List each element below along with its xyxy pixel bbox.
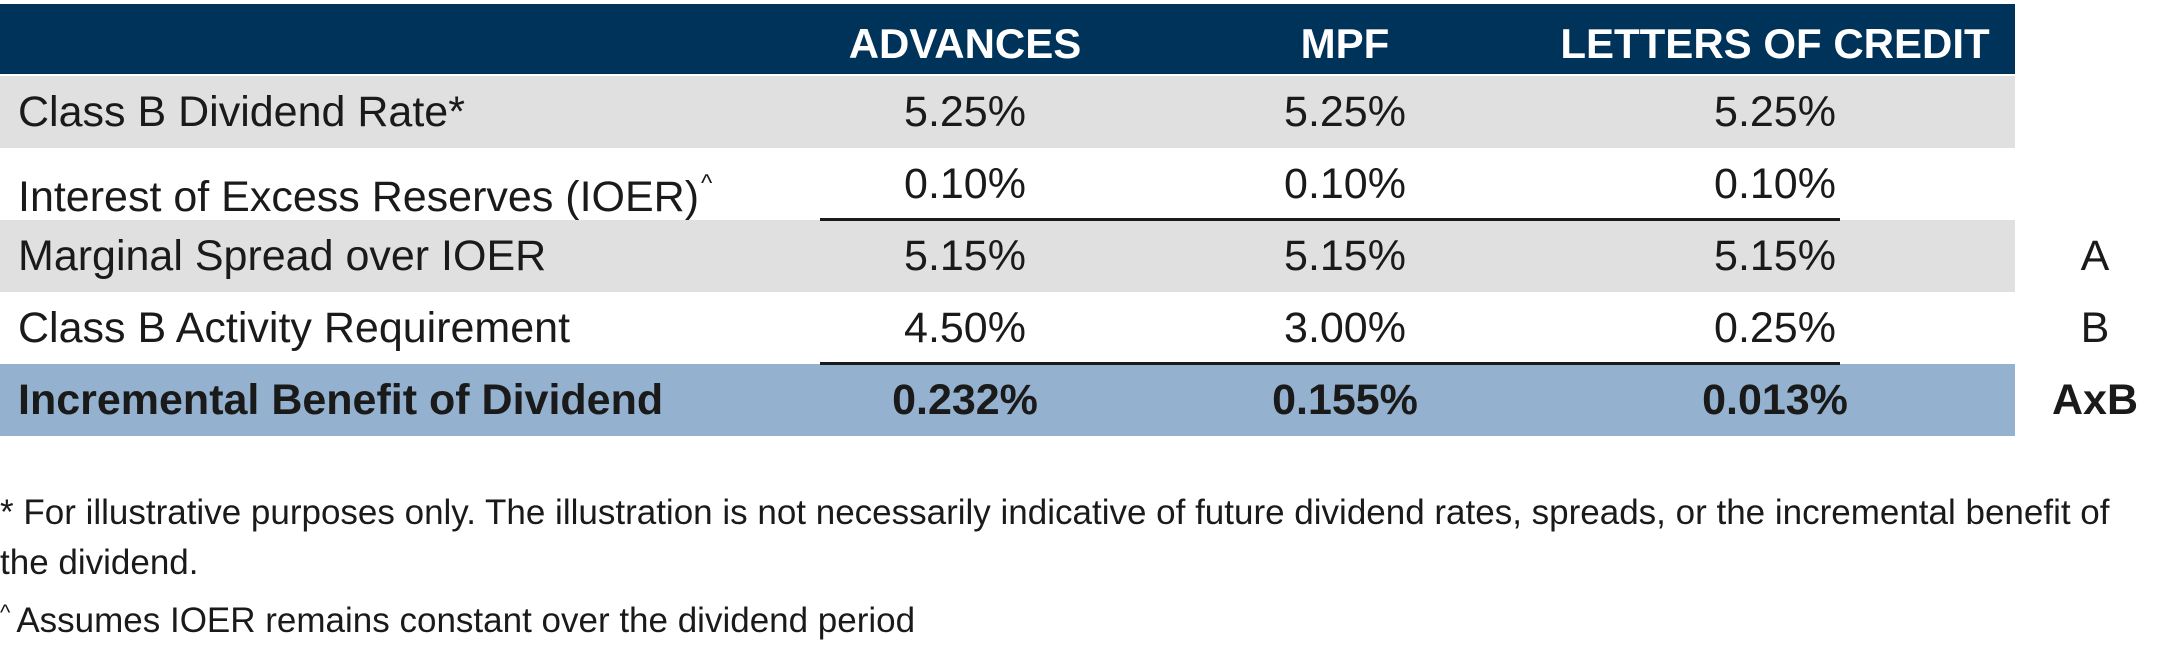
row-label: Incremental Benefit of Dividend <box>18 376 664 424</box>
dividend-benefit-table: ADVANCES MPF LETTERS OF CREDIT Class B D… <box>0 4 2184 436</box>
advances-value: 5.25% <box>904 88 1026 136</box>
header-mpf: MPF <box>1300 20 1390 67</box>
row-mark: A <box>2080 232 2110 280</box>
advances-value: 0.10% <box>904 160 1026 208</box>
advances-value: 4.50% <box>904 304 1026 352</box>
mpf-value: 5.15% <box>1284 232 1406 280</box>
letters-of-credit-value: 0.10% <box>1714 160 1836 208</box>
row-label: Marginal Spread over IOER <box>18 232 547 280</box>
row-mark: AxB <box>2051 376 2139 424</box>
mpf-value: 5.25% <box>1284 88 1406 136</box>
row-label-text: Interest of Excess Reserves (IOER) <box>18 173 700 221</box>
row-background <box>0 364 2015 436</box>
row-label: Class B Activity Requirement <box>18 304 571 352</box>
mpf-value: 0.155% <box>1272 376 1418 424</box>
advances-value: 0.232% <box>892 376 1038 424</box>
caret-footnote-marker: ^ <box>701 170 713 197</box>
row-label: Class B Dividend Rate* <box>18 88 465 136</box>
footnote-ioer-text: Assumes IOER remains constant over the d… <box>16 601 916 640</box>
row-mark: B <box>2080 304 2110 352</box>
subtraction-rule <box>820 218 1840 221</box>
letters-of-credit-value: 5.25% <box>1714 88 1836 136</box>
table-header-row: ADVANCES MPF LETTERS OF CREDIT <box>0 4 2184 76</box>
letters-of-credit-value: 0.25% <box>1714 304 1836 352</box>
row-mark <box>2040 148 2150 220</box>
row-mark <box>2040 76 2150 148</box>
table-row: Class B Dividend Rate* 5.25% 5.25% 5.25% <box>0 76 2184 148</box>
header-advances: ADVANCES <box>848 20 1082 67</box>
footnote-ioer: ^ Assumes IOER remains constant over the … <box>0 588 2140 646</box>
caret-footnote-marker: ^ <box>0 600 11 625</box>
footnotes: * For illustrative purposes only. The il… <box>0 488 2140 646</box>
mpf-value: 0.10% <box>1284 160 1406 208</box>
advances-value: 5.15% <box>904 232 1026 280</box>
table-row: Class B Activity Requirement 4.50% 3.00%… <box>0 292 2184 364</box>
letters-of-credit-value: 0.013% <box>1702 376 1848 424</box>
row-background <box>0 148 2015 220</box>
row-background <box>0 76 2015 148</box>
row-label: Interest of Excess Reserves (IOER)^ <box>18 148 713 221</box>
table-row: Marginal Spread over IOER 5.15% 5.15% 5.… <box>0 218 2184 292</box>
row-background <box>0 292 2015 364</box>
footnote-illustrative: * For illustrative purposes only. The il… <box>0 493 2110 582</box>
header-background <box>0 4 2015 74</box>
table-row-total: Incremental Benefit of Dividend 0.232% 0… <box>0 362 2184 436</box>
table-row: Interest of Excess Reserves (IOER)^ 0.10… <box>0 148 2184 221</box>
header-letters-of-credit: LETTERS OF CREDIT <box>1560 20 1990 67</box>
letters-of-credit-value: 5.15% <box>1714 232 1836 280</box>
mpf-value: 3.00% <box>1284 304 1406 352</box>
multiplication-rule <box>820 362 1840 365</box>
row-background <box>0 220 2015 292</box>
